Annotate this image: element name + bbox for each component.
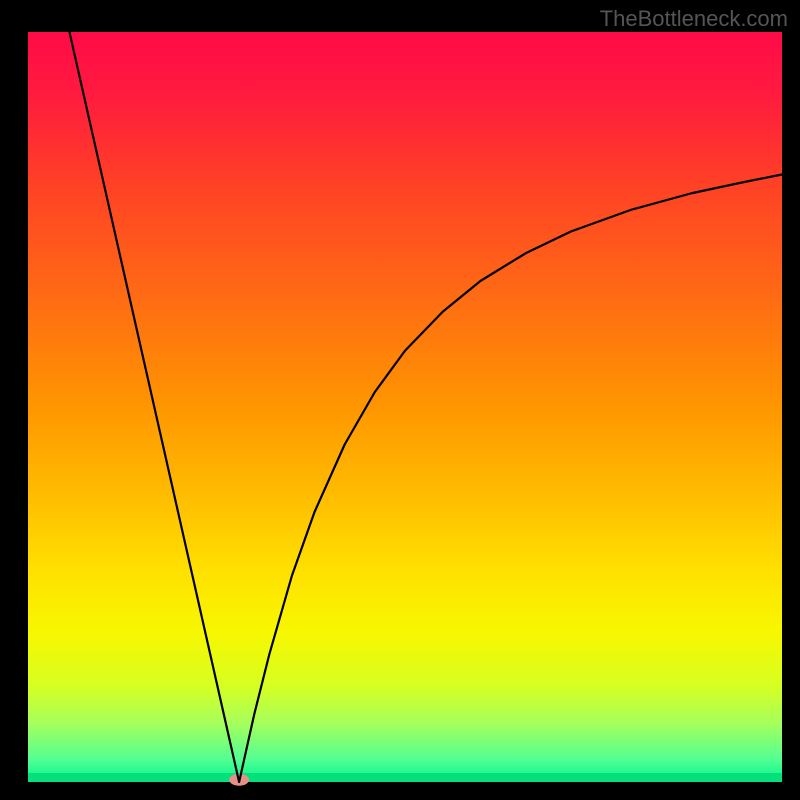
bottom-green-band [28, 773, 782, 782]
bottleneck-chart: TheBottleneck.com [0, 0, 800, 800]
plot-area [28, 32, 782, 782]
chart-svg [0, 0, 800, 800]
